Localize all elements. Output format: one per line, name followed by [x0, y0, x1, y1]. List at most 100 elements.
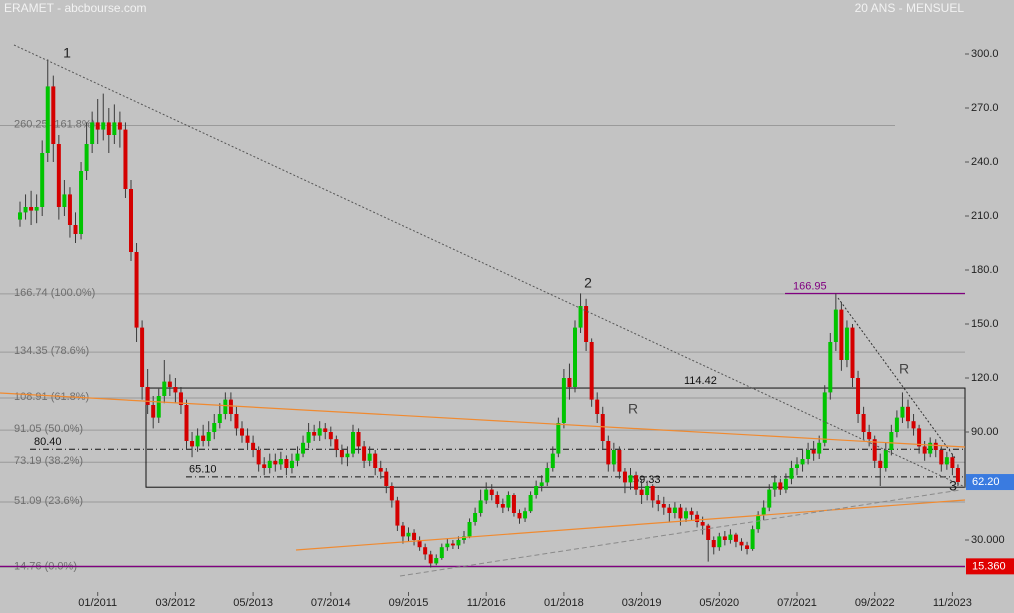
candle-body [844, 327, 849, 360]
candle-body [462, 536, 466, 540]
candle-body [162, 381, 167, 396]
candle-body [600, 414, 605, 441]
y-tick-label: 150.0 [971, 318, 999, 330]
y-tick-label: 90.00 [971, 426, 999, 438]
candle-body [761, 507, 766, 515]
candle-body [384, 471, 389, 486]
candle-body [206, 432, 211, 441]
support-box [966, 558, 1014, 575]
candle-body [95, 122, 100, 130]
candle-body [106, 122, 111, 135]
candle-body [717, 536, 722, 548]
candle-body [545, 468, 550, 483]
candle-body [195, 435, 200, 447]
candle-body [51, 86, 56, 144]
candle-body [584, 306, 589, 342]
candle-body [434, 558, 439, 564]
candle-body [933, 442, 938, 450]
candle-body [273, 460, 278, 465]
candle-body [561, 378, 566, 423]
candle-body [90, 122, 95, 144]
candle-body [167, 381, 172, 387]
candle-body [917, 428, 922, 447]
x-tick-label: 11/2023 [933, 597, 972, 609]
candle-body [689, 511, 694, 515]
candle-body [511, 495, 516, 513]
candle-body [634, 475, 639, 490]
candle-body [745, 545, 750, 549]
x-tick-label: 09/2015 [389, 597, 429, 609]
candle-body [312, 432, 317, 436]
candle-body [306, 432, 311, 443]
candle-body [145, 387, 150, 405]
candle-body [301, 442, 306, 454]
candle-body [955, 468, 960, 483]
candle-body [223, 399, 228, 414]
candle-body [140, 327, 145, 387]
candle-body [922, 446, 927, 454]
candle-body [911, 421, 916, 429]
candle-body [473, 513, 478, 522]
candle-body [156, 396, 161, 418]
candle-body [523, 511, 528, 519]
candle-body [706, 525, 711, 540]
candle-body [556, 423, 561, 454]
candle-body [622, 471, 627, 483]
candle-body [611, 450, 616, 465]
x-tick-label: 01/2011 [78, 597, 117, 609]
candle-body [573, 327, 577, 387]
candle-body [711, 540, 716, 548]
candle-body [939, 450, 944, 465]
candle-body [184, 405, 189, 441]
candle-body [489, 489, 494, 495]
candle-body [517, 513, 522, 519]
last-price-label: 62.20 [972, 476, 1000, 488]
candle-body [23, 207, 28, 213]
x-tick-label: 09/2022 [855, 597, 895, 609]
y-tick-label: 240.0 [971, 156, 999, 168]
candle-body [756, 514, 761, 530]
candle-body [173, 387, 178, 393]
candle-body [656, 500, 661, 504]
candle-body [101, 122, 106, 130]
candle-body [117, 122, 122, 130]
x-tick-label: 11/2016 [467, 597, 506, 609]
candle-body [245, 435, 250, 443]
trend-lines [0, 44, 966, 577]
candle-body [328, 432, 333, 440]
candle-body [67, 194, 72, 225]
fib-label: 134.35 (78.6%) [14, 345, 89, 357]
x-tick-label: 03/2012 [156, 597, 196, 609]
candle-body [367, 453, 372, 461]
candle-body [217, 414, 222, 423]
candle-body [578, 306, 583, 328]
candle-body [567, 378, 572, 387]
candle-body [295, 453, 300, 461]
candle-body [767, 489, 772, 508]
candle-body [595, 399, 600, 414]
candle-body [450, 543, 455, 546]
candle-body [795, 464, 799, 468]
candle-body [650, 486, 655, 501]
axes: 300.0 270.0 240.0 210.0 180.0 150.0 120.0 90.00… [78, 48, 1014, 609]
y-tick-label: 270.0 [971, 102, 999, 114]
candle-body [722, 536, 727, 540]
candle-body [589, 342, 594, 400]
candle-body [861, 414, 866, 432]
candle-body [289, 460, 294, 468]
level-label: 80.40 [34, 436, 62, 448]
candle-body [539, 482, 544, 486]
candle-body [628, 475, 633, 483]
candle-body [822, 392, 827, 443]
candle-body [828, 342, 833, 393]
candle-body [29, 207, 34, 211]
candle-body [40, 153, 45, 207]
candle-body [528, 495, 533, 512]
candle-body [806, 450, 811, 459]
resistance-label: R [899, 361, 909, 377]
candle-body [151, 405, 156, 418]
candle-body [534, 486, 539, 495]
candle-body [778, 482, 783, 490]
candle-body [728, 534, 733, 540]
candle-body [234, 414, 239, 429]
